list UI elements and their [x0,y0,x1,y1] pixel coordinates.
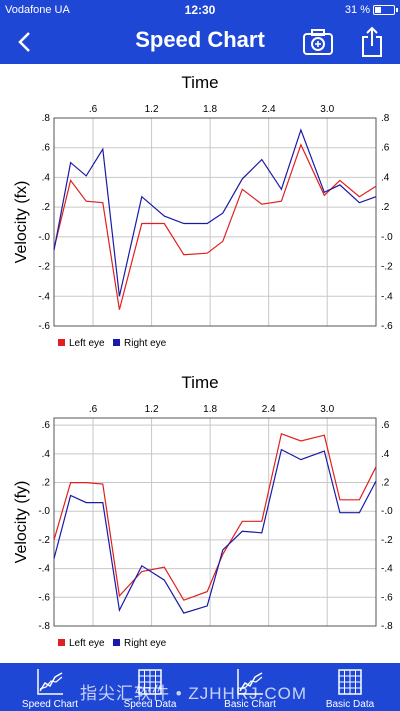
grid-table-icon [138,669,162,695]
x-tick-label: .6 [89,104,98,115]
x-tick-label: 1.2 [145,104,159,115]
chart-title: Time [181,373,218,392]
y-tick-label-right: -.2 [381,262,393,273]
battery-percent: 31 % [344,4,370,16]
y-tick-label-left: .2 [42,478,51,489]
line-chart-icon [237,669,263,695]
tab-label: Basic Chart [224,699,276,710]
y-tick-label-left: .4 [42,449,51,460]
legend-label: Right eye [124,338,167,349]
tab-label: Speed Chart [21,699,79,710]
series-line-left-eye [53,432,377,601]
y-tick-label-right: .2 [381,202,390,213]
chart-fx-svg: Time Velocity (fx) .6 1.2 1.8 2.4 3.0 .8 .8 .6 .6.… [13,73,393,349]
x-tick-label: .6 [89,404,98,415]
tab-label: Speed Data [123,699,177,710]
y-tick-label-left: .6 [42,143,51,154]
camera-icon[interactable] [302,28,334,56]
status-bar: Vodafone UA 12:30 31 % [0,0,400,20]
chart-velocity-fx: Time Velocity (fx) .6 1.2 1.8 2.4 3.0 .8 .8 .6 .6.… [0,64,400,364]
y-tick-label-right: .2 [381,478,390,489]
legend-swatch [58,639,65,646]
y-tick-label-right: .8 [381,113,390,124]
legend-label: Left eye [69,638,105,649]
legend-label: Right eye [124,638,167,649]
series-line-right-eye [53,448,377,614]
x-tick-label: 1.8 [203,404,217,415]
y-tick-label-right: .4 [381,172,390,183]
tab-basic-data[interactable]: Basic Data [300,663,400,711]
y-tick-label-left: -.6 [38,321,50,332]
y-tick-label-right: .6 [381,143,390,154]
y-tick-label-right: -.4 [381,564,393,575]
series-line-left-eye [53,143,377,310]
y-tick-label-left: -.8 [38,621,50,632]
y-tick-label-left: -.2 [38,535,50,546]
y-tick-label-right: -.8 [381,621,393,632]
watermark: 指尖汇软件 • ZJHHRJ.COM [80,684,307,703]
y-tick-label-right: -.6 [381,592,393,603]
x-tick-label: 1.8 [203,104,217,115]
plot-frame [53,417,377,627]
y-axis-label: Velocity (fy) [13,481,30,564]
chevron-left-icon[interactable] [12,28,38,56]
chart-velocity-fy: Time Velocity (fy) .6 1.2 1.8 2.4 3.0 .6 .6 .4 .4.… [0,364,400,664]
y-tick-label-right: .4 [381,449,390,460]
tab-label: Basic Data [325,699,375,710]
tab-speed-chart[interactable]: Speed Chart [0,663,100,711]
y-tick-label-right: .6 [381,420,390,431]
plot-frame [53,117,377,327]
share-icon[interactable] [360,26,384,58]
x-tick-label: 1.2 [145,404,159,415]
y-tick-label-left: -.6 [38,592,50,603]
line-chart-icon [37,669,63,695]
y-tick-label-left: -.4 [38,564,50,575]
nav-bar: Speed Chart [0,20,400,64]
x-tick-label: 3.0 [320,104,334,115]
y-tick-label-right: -.0 [381,232,393,243]
x-tick-label: 2.4 [262,404,276,415]
x-tick-label: 3.0 [320,404,334,415]
legend-swatch [58,339,65,346]
y-tick-label-left: -.4 [38,291,50,302]
tab-speed-data[interactable]: Speed Data [100,663,200,711]
y-tick-label-left: -.2 [38,262,50,273]
y-tick-label-right: -.4 [381,291,393,302]
legend-swatch [113,639,120,646]
grid-table-icon [338,669,362,695]
y-tick-label-left: -.0 [38,232,50,243]
chart-title: Time [181,73,218,92]
legend-swatch [113,339,120,346]
y-tick-label-left: .8 [42,113,51,124]
y-tick-label-right: -.6 [381,321,393,332]
y-tick-label-left: .4 [42,172,51,183]
battery-icon [373,5,398,15]
series-line-right-eye [53,128,377,297]
chart-fy-svg: Time Velocity (fy) .6 1.2 1.8 2.4 3.0 .6 .6 .4 .4.… [13,373,393,649]
y-tick-label-right: -.2 [381,535,393,546]
tab-bar: Speed Chart Speed Data Basic Chart Basic… [0,663,400,711]
legend-label: Left eye [69,338,105,349]
clock: 12:30 [184,3,216,17]
tab-basic-chart[interactable]: Basic Chart [200,663,300,711]
y-tick-label-left: -.0 [38,506,50,517]
y-axis-label: Velocity (fx) [13,181,30,264]
carrier-label: Vodafone UA [5,4,70,16]
y-tick-label-left: .6 [42,420,51,431]
y-tick-label-right: -.0 [381,506,393,517]
y-tick-label-left: .2 [42,202,51,213]
page-title: Speed Chart [135,27,265,52]
x-tick-label: 2.4 [262,104,276,115]
